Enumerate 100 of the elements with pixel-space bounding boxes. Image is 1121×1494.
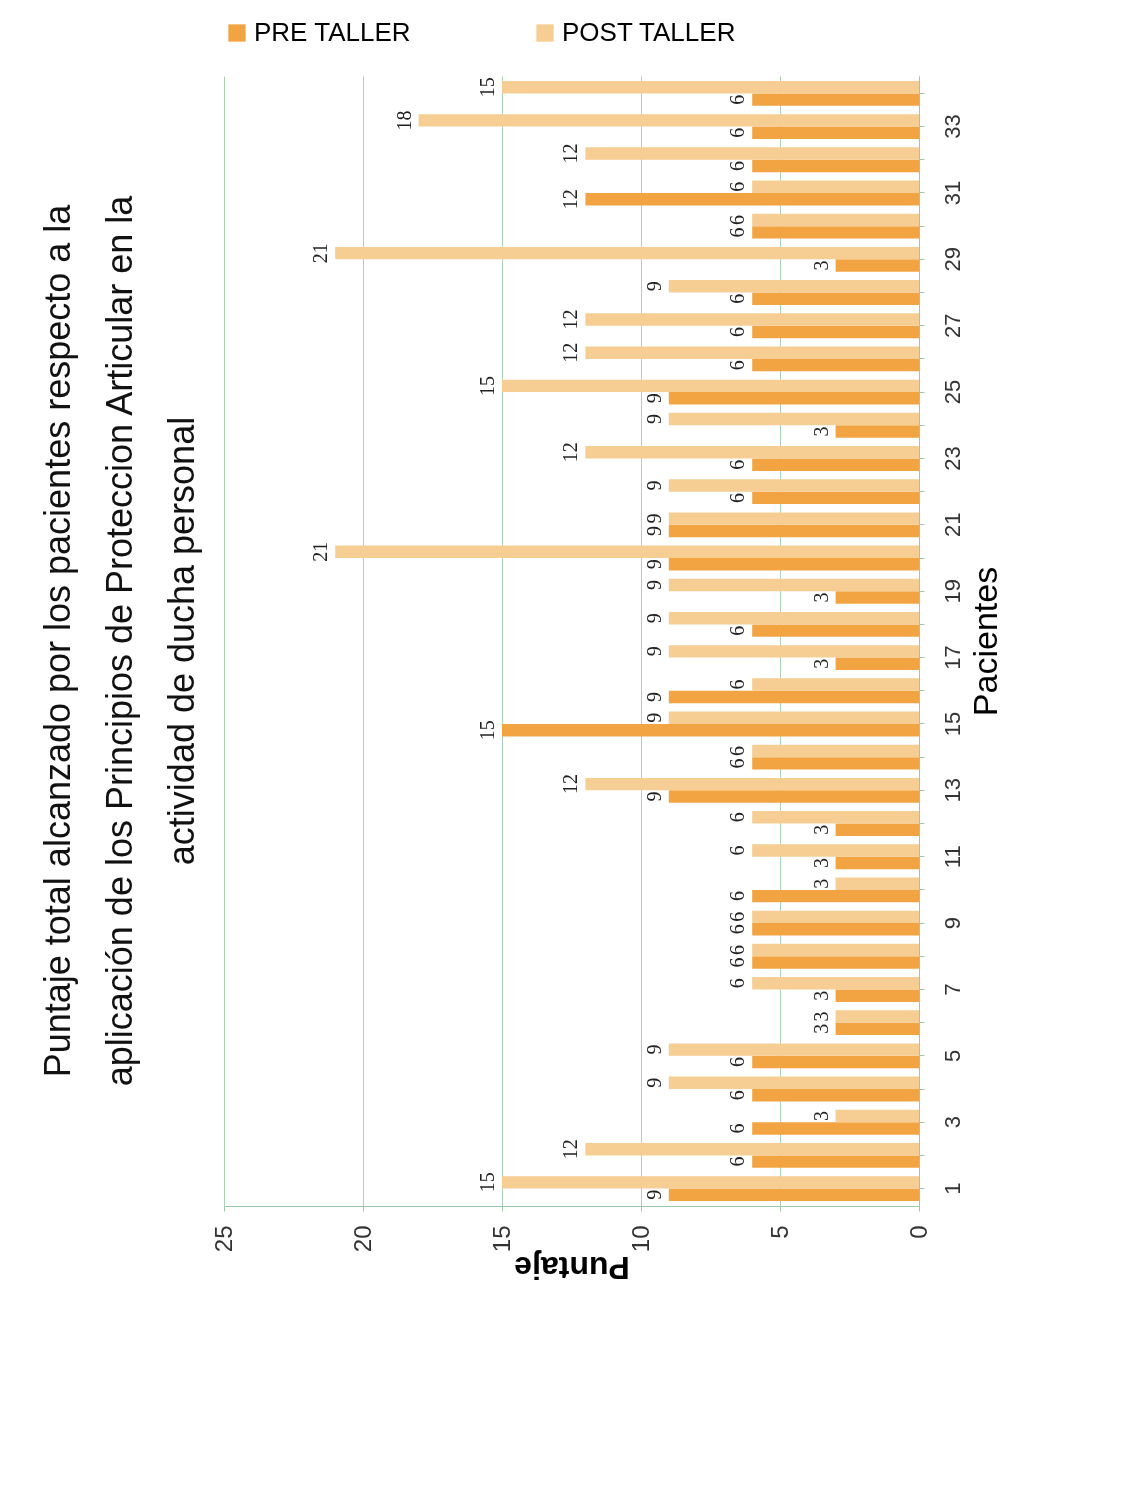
bar — [752, 744, 919, 758]
data-label: 6 — [726, 326, 749, 337]
data-label: 9 — [642, 393, 665, 404]
bar — [752, 977, 919, 990]
data-label: 6 — [726, 293, 749, 304]
bar — [668, 645, 919, 658]
data-label: 6 — [726, 1156, 749, 1167]
bar — [668, 1188, 919, 1202]
bar — [668, 1076, 919, 1090]
bar — [835, 877, 919, 890]
legend-label: PRE TALLER — [254, 17, 411, 47]
bar — [752, 757, 919, 770]
bar — [752, 126, 919, 140]
data-label: 12 — [559, 774, 582, 795]
x-tick-label: 10 — [626, 1225, 654, 1253]
y-tick-label: 11 — [939, 845, 965, 869]
bar — [752, 458, 919, 471]
bar — [668, 611, 919, 625]
data-label: 9 — [642, 580, 665, 590]
y-tick-label: 29 — [939, 247, 965, 272]
data-label: 6 — [726, 911, 749, 922]
data-label: 3 — [809, 1110, 832, 1121]
data-label: 6 — [726, 459, 749, 470]
bar — [502, 1176, 919, 1189]
bar — [668, 711, 919, 724]
y-tick-label: 7 — [939, 983, 965, 996]
data-label: 3 — [809, 824, 832, 835]
bar — [668, 1043, 919, 1056]
data-label: 6 — [726, 94, 749, 105]
data-label: 6 — [726, 957, 749, 968]
y-tick-label: 9 — [939, 916, 965, 930]
data-label: 9 — [642, 791, 665, 802]
bar — [835, 856, 919, 870]
y-tick-label: 27 — [939, 313, 965, 338]
bar — [585, 147, 919, 160]
bar — [585, 313, 919, 326]
x-tick-label: 0 — [904, 1225, 932, 1239]
bar — [752, 956, 919, 969]
data-label: 9 — [642, 414, 665, 425]
bar — [585, 1142, 919, 1156]
data-label: 6 — [726, 978, 749, 989]
bar — [668, 412, 919, 426]
bar — [752, 624, 919, 637]
data-label: 6 — [726, 360, 749, 371]
bar — [752, 1155, 919, 1168]
bar — [752, 910, 919, 924]
bar — [752, 325, 919, 339]
data-label: 15 — [476, 77, 498, 98]
y-tick-label: 19 — [939, 578, 965, 604]
data-label: 12 — [559, 342, 582, 363]
data-label: 9 — [642, 559, 665, 570]
data-label: 9 — [642, 513, 665, 524]
bar — [752, 159, 919, 173]
y-tick-label: 13 — [939, 778, 965, 803]
data-label: 9 — [642, 1077, 665, 1088]
data-label: 3 — [809, 592, 832, 603]
x-tick-label: 20 — [348, 1225, 376, 1253]
data-label: 9 — [642, 1189, 665, 1200]
data-label: 6 — [726, 625, 749, 636]
data-label: 6 — [726, 945, 749, 956]
bar — [752, 93, 919, 106]
bar — [752, 358, 919, 372]
y-tick-label: 23 — [939, 446, 965, 471]
data-label: 9 — [642, 281, 665, 292]
y-tick-label: 5 — [939, 1049, 965, 1062]
bar — [668, 479, 919, 492]
data-label: 6 — [726, 161, 749, 172]
bar — [752, 1055, 919, 1069]
y-axis-title: Pacientes — [965, 566, 1004, 717]
bar — [502, 723, 919, 737]
data-label: 6 — [726, 679, 749, 690]
bar — [752, 943, 919, 957]
y-tick-label: 25 — [939, 379, 965, 405]
bar — [585, 192, 919, 206]
bar — [752, 844, 919, 857]
data-label: 12 — [559, 189, 582, 210]
data-label: 9 — [642, 646, 665, 657]
data-label: 6 — [726, 758, 749, 769]
bar — [835, 1022, 919, 1036]
bar — [752, 226, 919, 239]
legend-label: POST TALLER — [562, 17, 736, 47]
bar — [752, 678, 919, 691]
data-label: 9 — [642, 692, 665, 702]
bar — [668, 790, 919, 803]
data-label: 6 — [726, 214, 749, 225]
data-label: 9 — [642, 526, 665, 537]
bar — [418, 114, 919, 127]
data-label: 15 — [476, 375, 498, 396]
bar — [752, 811, 919, 824]
y-tick-label: 1 — [939, 1182, 965, 1195]
bar — [502, 379, 919, 393]
data-label: 6 — [726, 127, 749, 138]
bar — [335, 545, 919, 559]
data-label: 21 — [309, 243, 332, 264]
data-label: 18 — [392, 110, 415, 131]
bar — [668, 524, 919, 538]
bar — [668, 280, 919, 293]
bar — [502, 80, 919, 94]
data-label: 9 — [642, 712, 665, 723]
bar — [752, 889, 919, 903]
